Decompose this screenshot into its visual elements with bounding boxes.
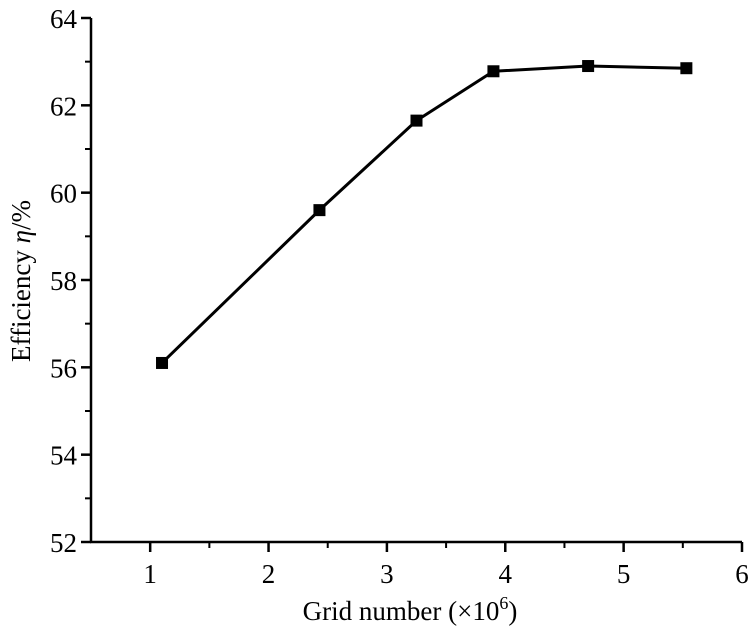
y-axis: 52 54 56 58 60 62 64 <box>50 4 91 558</box>
data-point <box>582 60 595 73</box>
y-tick-label: 62 <box>50 91 77 121</box>
x-tick-label: 3 <box>380 559 394 589</box>
y-tick-label: 52 <box>50 528 77 558</box>
x-tick-label: 4 <box>499 559 513 589</box>
data-point <box>410 114 423 127</box>
y-tick-label: 58 <box>50 266 77 296</box>
plot-frame <box>89 18 742 544</box>
data-point <box>313 204 326 217</box>
y-tick-label: 60 <box>50 179 77 209</box>
x-tick-label: 6 <box>735 559 749 589</box>
data-point <box>680 62 693 75</box>
y-tick-label: 54 <box>50 441 78 471</box>
x-axis-title: Grid number (×106) <box>303 593 518 626</box>
y-axis-title: Efficiency η/% <box>6 200 36 362</box>
x-tick-label: 5 <box>617 559 631 589</box>
x-axis: 1 2 3 4 5 6 <box>143 542 749 589</box>
series-group <box>156 60 693 369</box>
y-tick-label: 64 <box>50 4 78 34</box>
y-tick-label: 56 <box>50 353 77 383</box>
x-tick-label: 1 <box>143 559 157 589</box>
data-point <box>156 356 169 369</box>
series-line <box>160 64 687 365</box>
x-tick-label: 2 <box>262 559 276 589</box>
data-point <box>487 65 500 78</box>
